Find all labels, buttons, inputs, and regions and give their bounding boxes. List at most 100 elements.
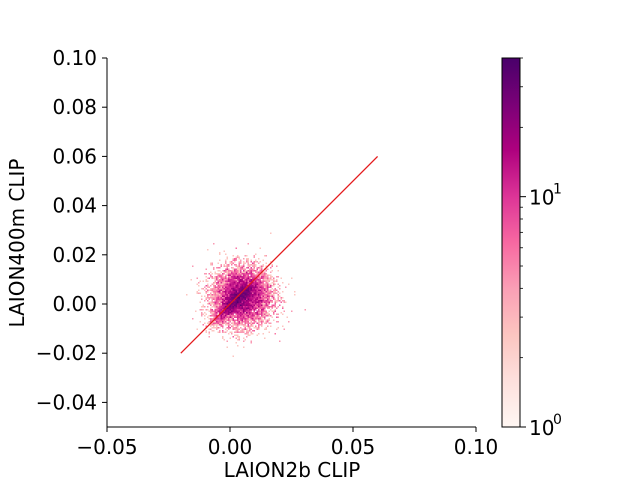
density-cell	[232, 321, 234, 323]
density-cell	[273, 310, 275, 312]
density-cell	[259, 316, 261, 318]
density-cell	[210, 319, 212, 321]
density-cell	[241, 331, 243, 333]
density-cell	[241, 304, 243, 306]
density-cell	[219, 312, 221, 314]
density-cell	[252, 303, 254, 305]
density-cell	[252, 271, 254, 273]
density-cell	[211, 300, 213, 302]
density-cell	[253, 294, 255, 296]
density-cell	[220, 291, 222, 293]
density-cell	[270, 286, 272, 288]
density-cell	[204, 289, 206, 291]
density-cell	[250, 259, 252, 261]
density-cell	[214, 309, 216, 311]
density-cell	[234, 289, 236, 291]
density-cell	[229, 321, 231, 323]
density-cell	[234, 268, 236, 270]
density-cell	[216, 315, 218, 317]
density-cell	[225, 276, 227, 278]
density-cell	[205, 280, 207, 282]
density-cell	[249, 286, 251, 288]
density-cell	[256, 294, 258, 296]
density-cell	[253, 280, 255, 282]
density-cell	[267, 280, 269, 282]
density-cell	[249, 306, 251, 308]
density-cell	[240, 318, 242, 320]
density-cell	[238, 309, 240, 311]
density-cell	[252, 318, 254, 320]
density-cell	[255, 292, 257, 294]
density-cell	[270, 279, 272, 281]
density-cell	[216, 309, 218, 311]
density-cell	[235, 286, 237, 288]
density-cell	[273, 297, 275, 299]
density-cell	[202, 324, 204, 326]
density-cell	[247, 334, 249, 336]
density-cell	[226, 340, 228, 342]
density-cell	[247, 330, 249, 332]
density-cell	[237, 277, 239, 279]
density-cell	[261, 301, 263, 303]
density-cell	[247, 303, 249, 305]
density-cell	[250, 303, 252, 305]
density-cell	[190, 279, 192, 281]
x-axis-title: LAION2b CLIP	[224, 458, 361, 480]
density-cell	[216, 327, 218, 329]
density-cell	[265, 310, 267, 312]
density-cell	[225, 318, 227, 320]
density-cell	[271, 316, 273, 318]
density-cell	[220, 276, 222, 278]
density-cell	[238, 270, 240, 272]
density-cell	[250, 319, 252, 321]
density-cell	[280, 301, 282, 303]
density-cell	[211, 319, 213, 321]
density-cell	[250, 321, 252, 323]
density-cell	[238, 295, 240, 297]
density-cell	[235, 280, 237, 282]
density-cell	[253, 297, 255, 299]
density-cell	[249, 307, 251, 309]
density-cell	[264, 271, 266, 273]
density-cell	[214, 307, 216, 309]
density-cell	[262, 288, 264, 290]
density-cell	[253, 265, 255, 267]
density-cell	[223, 307, 225, 309]
density-cell	[253, 301, 255, 303]
density-cell	[250, 316, 252, 318]
density-cell	[250, 313, 252, 315]
density-cell	[225, 313, 227, 315]
density-cell	[273, 312, 275, 314]
density-cell	[226, 258, 228, 260]
density-cell	[240, 268, 242, 270]
density-cell	[244, 298, 246, 300]
density-cell	[259, 324, 261, 326]
density-cell	[270, 292, 272, 294]
density-cell	[274, 288, 276, 290]
density-cell	[249, 304, 251, 306]
density-cell	[216, 295, 218, 297]
density-cell	[231, 306, 233, 308]
density-cell	[226, 316, 228, 318]
density-cell	[211, 301, 213, 303]
density-cell	[273, 313, 275, 315]
density-cell	[262, 310, 264, 312]
density-cell	[235, 276, 237, 278]
density-cell	[238, 276, 240, 278]
density-cell	[252, 313, 254, 315]
density-cell	[241, 310, 243, 312]
density-cell	[240, 265, 242, 267]
density-cell	[270, 309, 272, 311]
density-cell	[222, 286, 224, 288]
density-cell	[262, 282, 264, 284]
density-cell	[226, 319, 228, 321]
density-cell	[228, 312, 230, 314]
density-cell	[250, 328, 252, 330]
density-cell	[205, 292, 207, 294]
density-cell	[270, 322, 272, 324]
density-cell	[280, 298, 282, 300]
density-cell	[219, 252, 221, 254]
density-cell	[226, 283, 228, 285]
density-cell	[262, 300, 264, 302]
